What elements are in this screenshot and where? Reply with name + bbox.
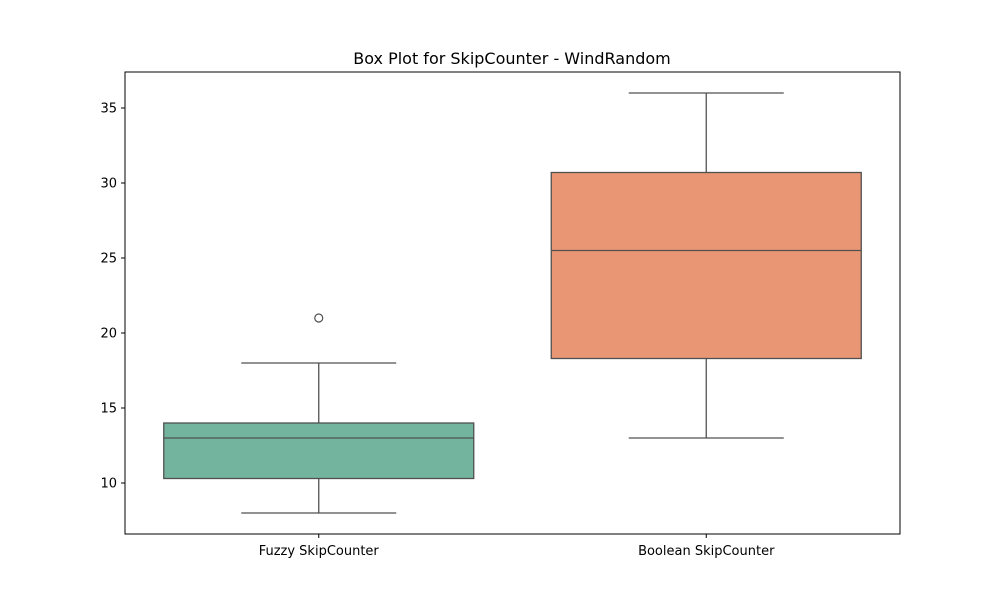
plot-area: 10 15 20 25 30 35 Fuzzy SkipCounter Boolean Ski… (100, 92, 862, 559)
outlier-point (314, 313, 324, 323)
box-iqr (550, 171, 862, 360)
x-tick-label: Boolean SkipCounter (638, 544, 775, 559)
plot-frame (124, 71, 901, 535)
box-iqr (163, 422, 475, 480)
y-tick-label: 15 (100, 402, 117, 417)
box-group-boolean: Boolean SkipCounter (550, 92, 862, 559)
box-group-fuzzy: Fuzzy SkipCounter (163, 313, 475, 559)
x-tick-label: Fuzzy SkipCounter (259, 544, 380, 559)
y-tick-label: 20 (100, 327, 117, 342)
chart-title: Box Plot for SkipCounter - WindRandom (353, 49, 671, 68)
y-tick-label: 25 (100, 252, 117, 267)
y-tick-label: 35 (100, 102, 117, 117)
y-tick-label: 30 (100, 177, 117, 192)
y-tick-label: 10 (100, 477, 117, 492)
